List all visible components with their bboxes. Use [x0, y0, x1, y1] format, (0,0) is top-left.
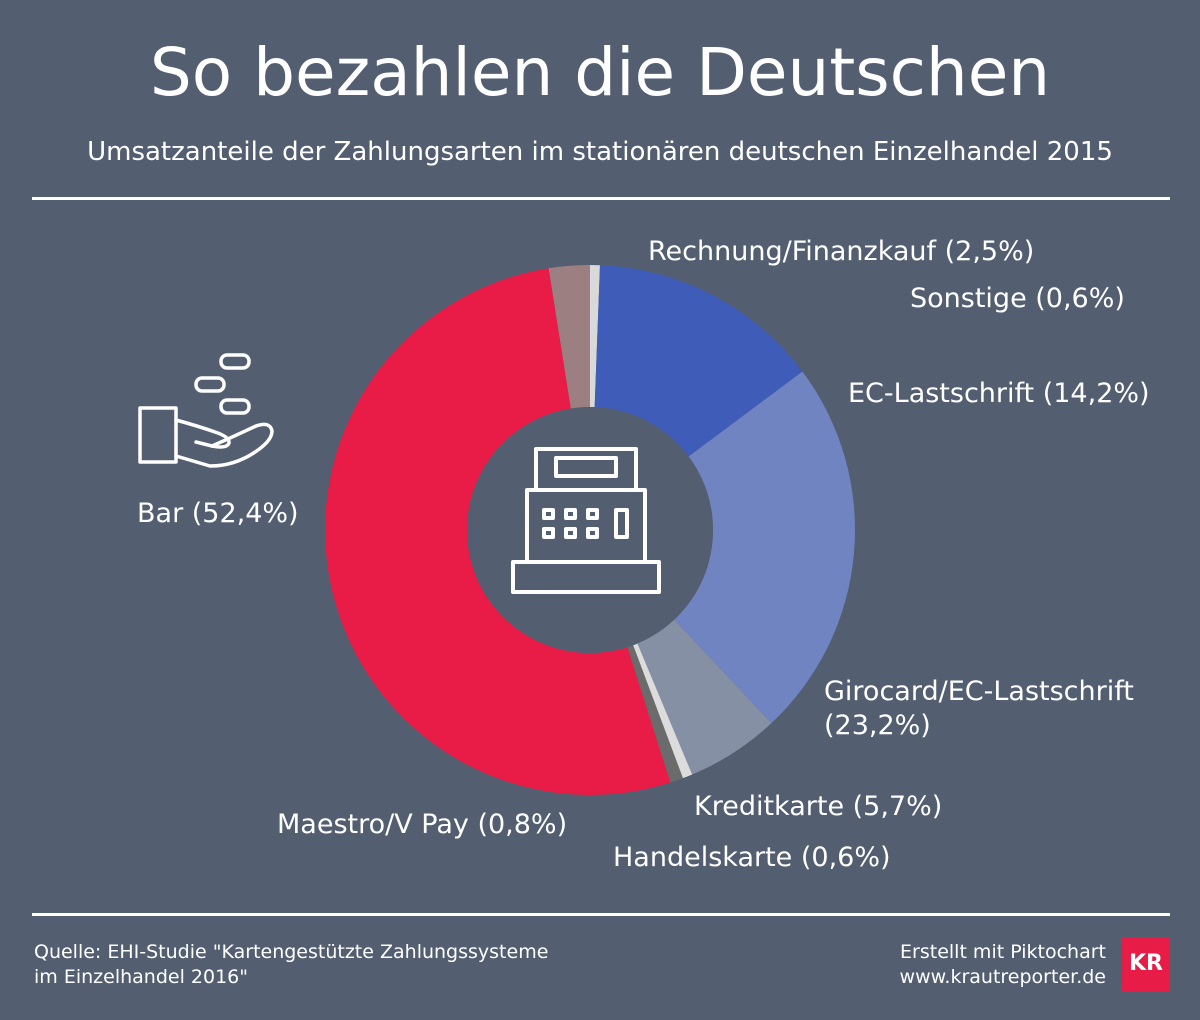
label-handelskarte: Handelskarte (0,6%): [613, 842, 891, 873]
slice-girocard-ec-lastschrift: [674, 371, 856, 724]
donut-slices: [325, 265, 856, 796]
slice-kreditkarte: [637, 619, 772, 775]
top-divider: [32, 197, 1170, 200]
bottom-divider: [32, 913, 1170, 916]
chart-subtitle: Umsatzanteile der Zahlungsarten im stati…: [87, 137, 1113, 167]
source-line-2: im Einzelhandel 2016": [34, 966, 248, 988]
credit-line-2: www.krautreporter.de: [899, 966, 1106, 988]
chart-title: So bezahlen die Deutschen: [149, 34, 1051, 111]
cash-register-icon: [511, 447, 661, 594]
krautreporter-logo: KR: [1122, 937, 1170, 991]
slice-ec-lastschrift: [594, 265, 803, 457]
slice-labels: Rechnung/Finanzkauf (2,5%) Sonstige (0,6%…: [137, 236, 1150, 873]
source-line-1: Quelle: EHI-Studie "Kartengestützte Zahl…: [34, 941, 549, 963]
hand-with-coins-icon: [138, 353, 274, 468]
label-girocard-ec-lastschrift-line-2: (23,2%): [824, 710, 931, 741]
label-sonstige: Sonstige (0,6%): [910, 283, 1125, 314]
label-girocard-ec-lastschrift-line-1: Girocard/EC-Lastschrift: [824, 676, 1134, 707]
label-maestro-v-pay: Maestro/V Pay (0,8%): [277, 809, 567, 840]
slice-maestro-v-pay: [627, 645, 683, 783]
slice-rechnung-finanzkauf: [548, 265, 590, 409]
slice-handelskarte: [633, 643, 693, 779]
label-kreditkarte: Kreditkarte (5,7%): [694, 791, 942, 822]
source-note: Quelle: EHI-Studie "Kartengestützte Zahl…: [34, 940, 634, 990]
slice-sonstige: [590, 265, 600, 408]
slice-bar: [325, 268, 671, 796]
label-rechnung-finanzkauf: Rechnung/Finanzkauf (2,5%): [648, 236, 1034, 267]
label-bar: Bar (52,4%): [137, 498, 299, 529]
label-ec-lastschrift: EC-Lastschrift (14,2%): [848, 378, 1150, 409]
credit-note: Erstellt mit Piktochart www.krautreporte…: [820, 940, 1106, 990]
credit-line-1: Erstellt mit Piktochart: [900, 941, 1106, 963]
